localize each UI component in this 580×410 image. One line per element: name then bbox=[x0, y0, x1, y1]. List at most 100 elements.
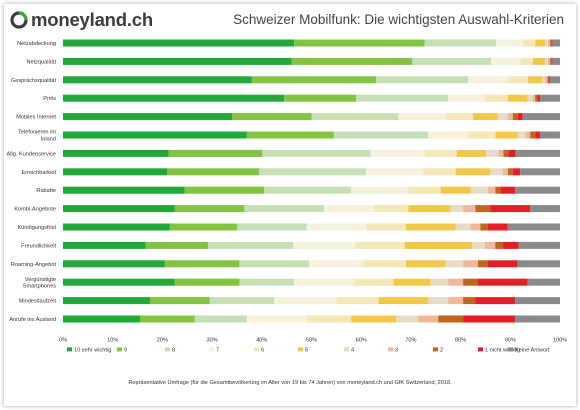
bar-segment bbox=[502, 168, 508, 176]
x-tick-label: 30% bbox=[206, 337, 217, 343]
bar-segment bbox=[503, 149, 509, 157]
bar-segment bbox=[63, 94, 285, 102]
bar-segment bbox=[231, 113, 312, 121]
category-label: Mindestlaufzeit bbox=[19, 299, 57, 305]
bar-segment bbox=[535, 131, 541, 139]
bar-segment bbox=[244, 205, 324, 213]
bar-segment bbox=[535, 94, 538, 102]
bar-segment bbox=[274, 297, 337, 305]
bar-segment bbox=[63, 186, 185, 194]
x-tick-label: 100% bbox=[553, 337, 567, 343]
bar-segment bbox=[448, 297, 464, 305]
moneyland-logo: moneyland.ch bbox=[10, 9, 153, 31]
bar-segment bbox=[512, 168, 521, 176]
bar-segment bbox=[475, 297, 516, 305]
bar-segment bbox=[291, 57, 413, 65]
bar-segment bbox=[530, 205, 560, 213]
x-tick-label: 50% bbox=[306, 337, 317, 343]
bar-segment bbox=[393, 278, 431, 286]
bar-segment bbox=[395, 315, 419, 323]
bar-segment bbox=[169, 223, 237, 231]
x-tick-label: 60% bbox=[356, 337, 367, 343]
bar-segment bbox=[168, 149, 263, 157]
bar-segment bbox=[236, 223, 307, 231]
bar-segment bbox=[63, 39, 295, 47]
bar-segment bbox=[507, 94, 528, 102]
chart-title: Schweizer Mobilfunk: Die wichtigsten Aus… bbox=[233, 12, 564, 27]
bar-segment bbox=[523, 39, 536, 47]
category-label: Kündigungsfrist bbox=[17, 225, 56, 231]
bar-segment bbox=[545, 57, 548, 65]
legend-label: 5 bbox=[305, 347, 308, 353]
bar-segment bbox=[355, 241, 405, 249]
bar-segment bbox=[507, 76, 528, 84]
bar-segment bbox=[366, 168, 424, 176]
legend-swatch bbox=[209, 347, 214, 352]
bar-segment bbox=[398, 113, 446, 121]
bar-segment bbox=[251, 76, 377, 84]
bar-segment bbox=[495, 186, 501, 194]
bar-segment bbox=[63, 205, 175, 213]
bar-segment bbox=[184, 186, 265, 194]
bar-segment bbox=[520, 57, 533, 65]
bar-segment bbox=[63, 131, 247, 139]
legend-swatch bbox=[433, 347, 438, 352]
bar-segment bbox=[549, 76, 551, 84]
bar-segment bbox=[551, 57, 553, 65]
bar-segment bbox=[497, 113, 508, 121]
bar-segment bbox=[356, 94, 449, 102]
bar-segment bbox=[468, 131, 496, 139]
x-tick-label: 90% bbox=[505, 337, 516, 343]
category-label: Gesprächsqualität bbox=[11, 78, 57, 84]
bar-segment bbox=[532, 57, 546, 65]
legend-label: Keine Antwort bbox=[515, 347, 550, 353]
bar-segment bbox=[512, 113, 518, 121]
legend-swatch bbox=[67, 347, 72, 352]
footnote: Repräsentative Umfrage (für die Gesamtbe… bbox=[128, 380, 452, 386]
category-label: Rabatte bbox=[36, 188, 56, 194]
bar-segment bbox=[448, 278, 464, 286]
legend-swatch bbox=[388, 347, 393, 352]
bar-segment bbox=[545, 39, 548, 47]
bar-segment bbox=[485, 94, 508, 102]
x-tick-label: 20% bbox=[157, 337, 168, 343]
bar-segment bbox=[363, 260, 406, 268]
category-label: Mobiles Internet bbox=[16, 115, 56, 121]
bar-segment bbox=[537, 94, 541, 102]
bar-segment bbox=[412, 57, 492, 65]
bar-segment bbox=[486, 149, 499, 157]
bar-segment bbox=[475, 205, 491, 213]
bar-segment bbox=[540, 94, 560, 102]
category-label: Freundlichkeit bbox=[21, 243, 56, 249]
bar-segment bbox=[408, 186, 441, 194]
bar-segment bbox=[552, 57, 560, 65]
bar-segment bbox=[490, 205, 531, 213]
bar-segment bbox=[527, 278, 560, 286]
legend-swatch bbox=[478, 347, 483, 352]
bar-segment bbox=[418, 315, 439, 323]
bar-segment bbox=[530, 131, 536, 139]
bar-segment bbox=[405, 260, 446, 268]
bar-segment bbox=[515, 186, 560, 194]
bar-segment bbox=[63, 149, 169, 157]
bar-segment bbox=[63, 76, 252, 84]
bar-segment bbox=[542, 76, 546, 84]
bar-segment bbox=[470, 223, 481, 231]
bar-segment bbox=[164, 260, 240, 268]
bar-segment bbox=[311, 113, 399, 121]
bar-segment bbox=[366, 223, 406, 231]
bar-segment bbox=[378, 297, 429, 305]
x-tick-label: 70% bbox=[405, 337, 416, 343]
legend-label: 7 bbox=[216, 347, 219, 353]
bar-segment bbox=[471, 241, 485, 249]
bar-segment bbox=[547, 57, 551, 65]
bar-segment bbox=[552, 39, 560, 47]
bar-segment bbox=[473, 113, 498, 121]
bar-segment bbox=[63, 223, 170, 231]
bar-segment bbox=[547, 76, 550, 84]
bar-segment bbox=[333, 131, 429, 139]
bar-segment bbox=[63, 260, 165, 268]
x-tick-label: 10% bbox=[107, 337, 118, 343]
bar-segment bbox=[490, 168, 503, 176]
